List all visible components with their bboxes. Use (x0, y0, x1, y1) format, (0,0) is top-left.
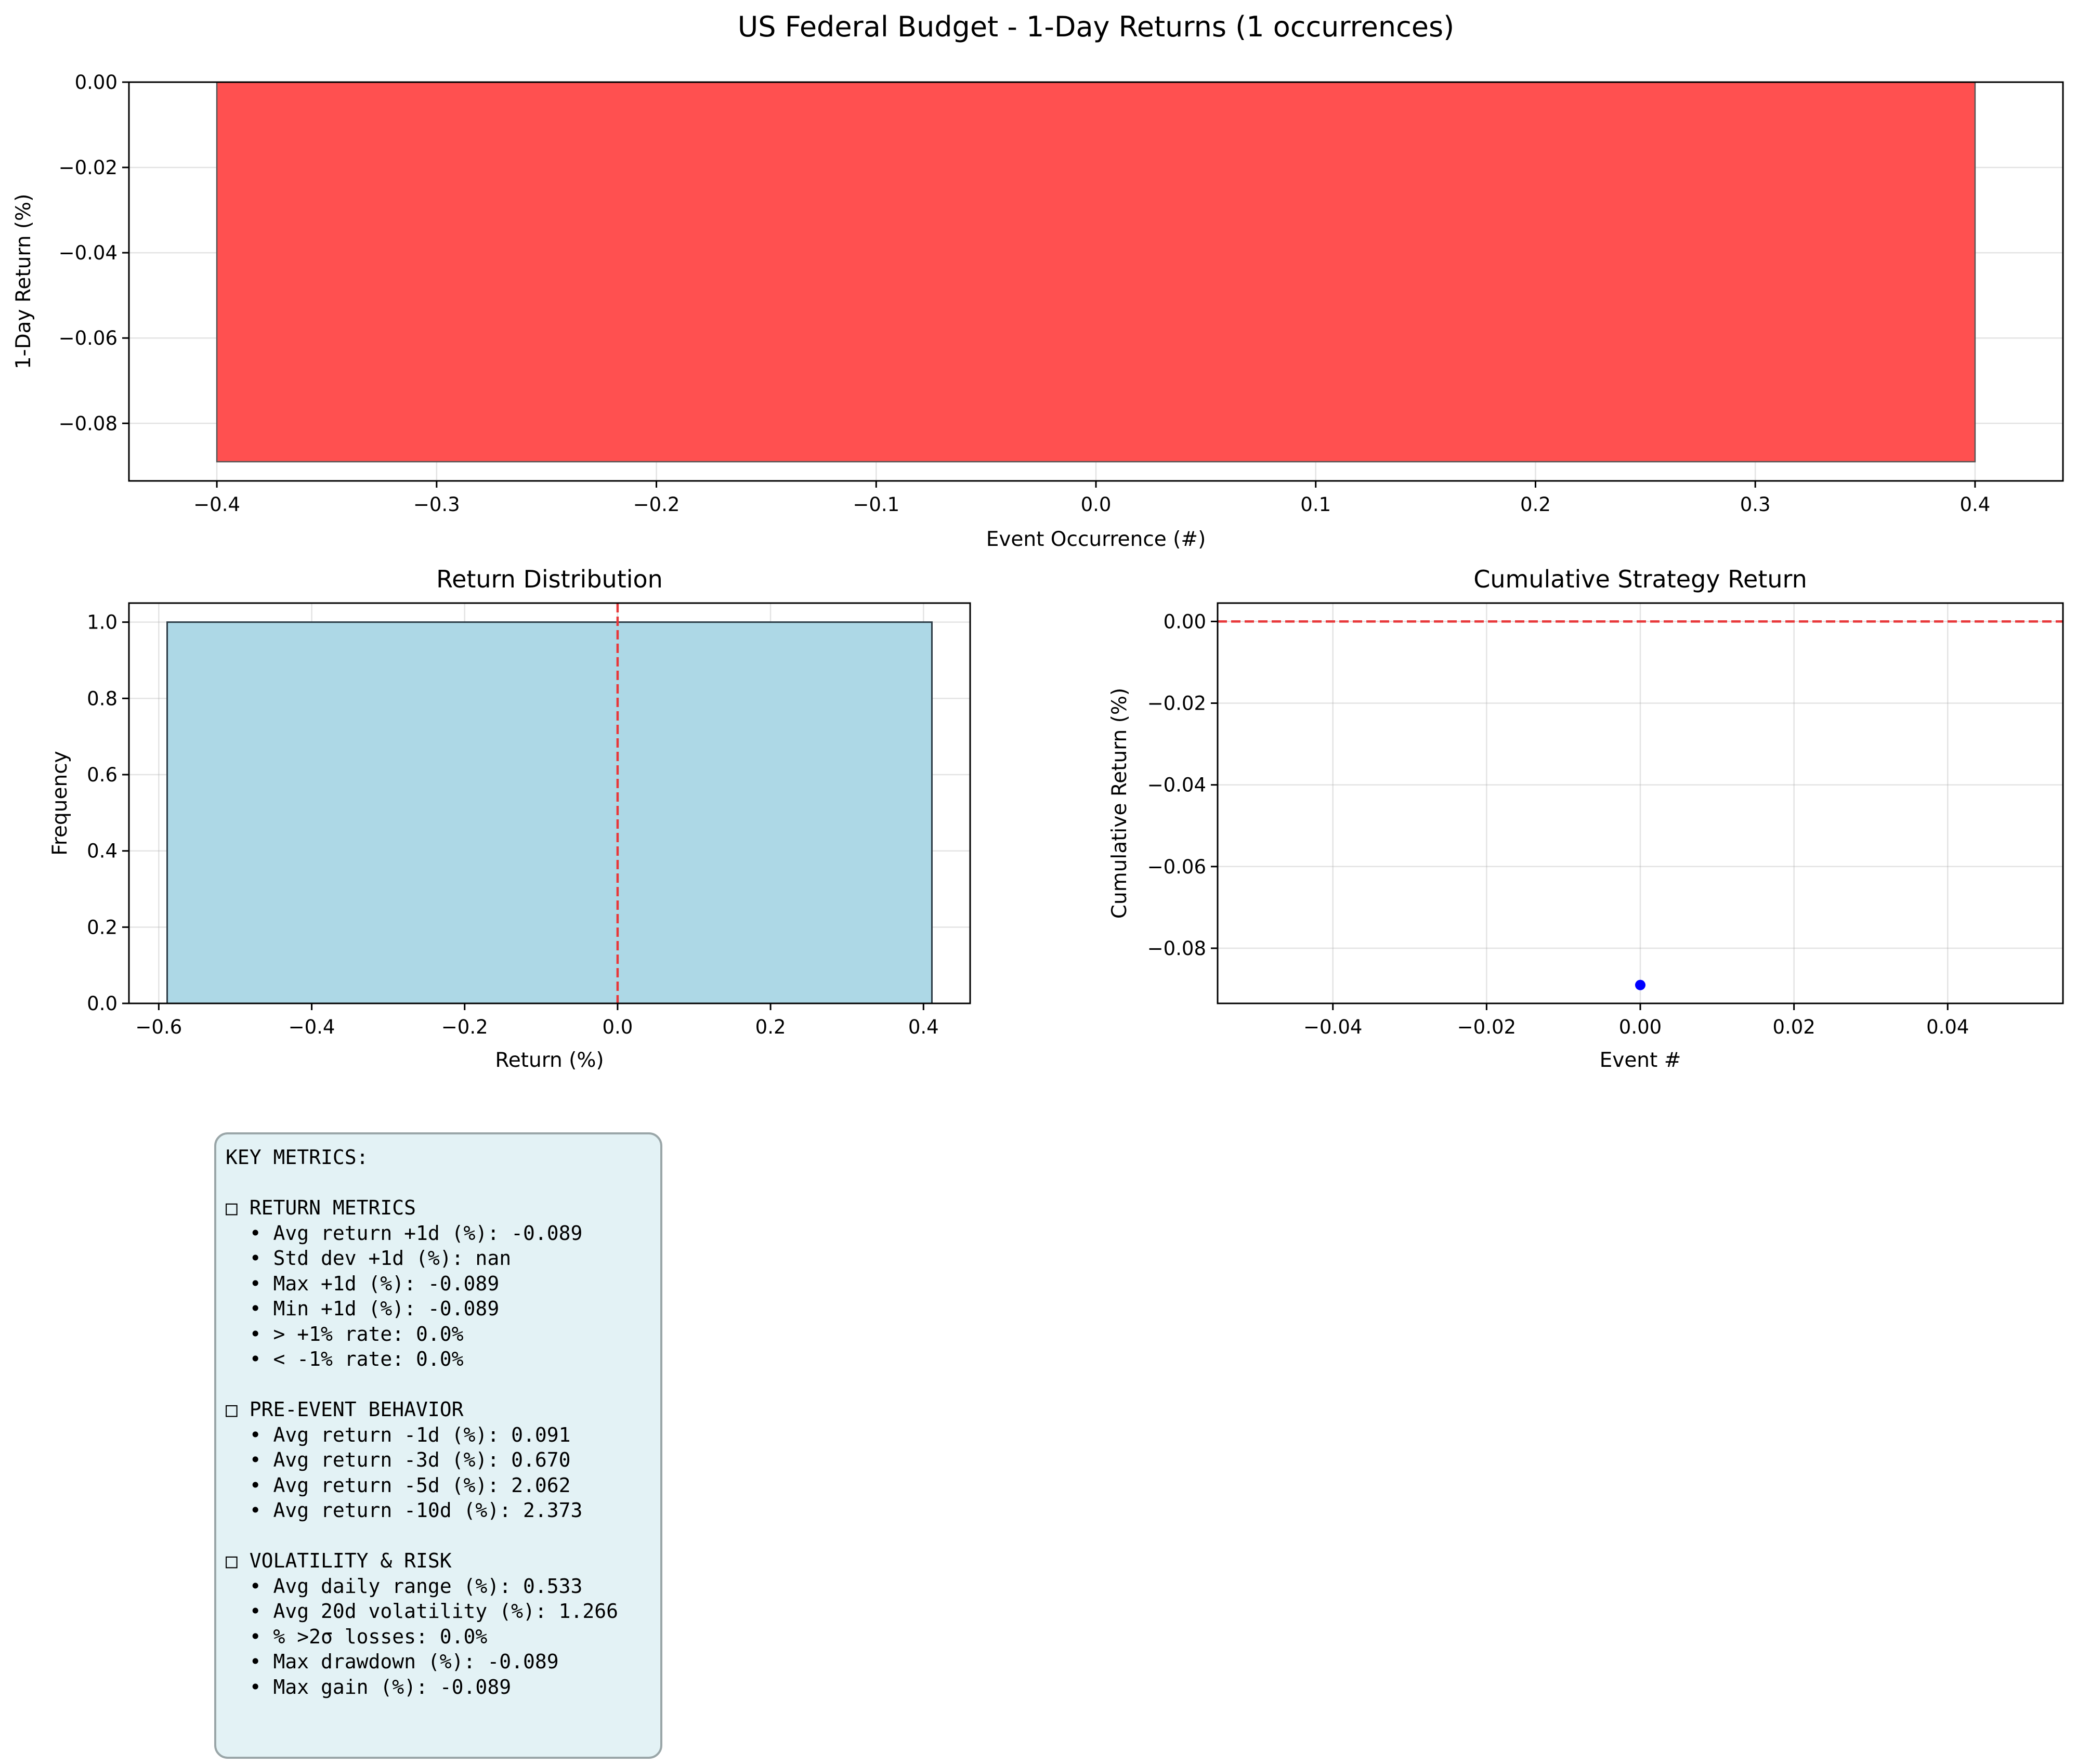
metrics-line: □ VOLATILITY & RISK (226, 1549, 452, 1572)
metrics-line: • Avg return +1d (%): -0.089 (226, 1221, 583, 1245)
chart1-y-tick-label: −0.06 (59, 327, 117, 349)
chart1-y-axis-label: 1-Day Return (%) (12, 194, 35, 370)
chart1-x-tick-label: 0.2 (1520, 493, 1551, 516)
chart1-y-tick-label: −0.08 (59, 412, 117, 435)
chart1-x-tick-label: −0.3 (413, 493, 460, 516)
chart3-y-tick-label: 0.00 (1164, 610, 1206, 633)
metrics-line: • Avg daily range (%): 0.533 (226, 1574, 583, 1598)
chart3-x-axis-label: Event # (1600, 1049, 1681, 1072)
chart1-y-tick-label: 0.00 (75, 71, 117, 94)
chart3-x-tick-label: −0.02 (1457, 1016, 1516, 1038)
chart3-y-tick-label: −0.04 (1147, 774, 1206, 796)
chart2-y-tick-label: 0.2 (87, 916, 117, 938)
metrics-blank-line (226, 1523, 660, 1549)
metrics-line: • < -1% rate: 0.0% (226, 1348, 464, 1370)
metrics-line: □ RETURN METRICS (226, 1196, 416, 1219)
chart3-y-axis-label: Cumulative Return (%) (1108, 688, 1131, 919)
chart2-y-tick-label: 0.0 (87, 992, 117, 1015)
chart2-y-tick-label: 1.0 (87, 611, 117, 634)
chart2-axes-frame (128, 602, 971, 1004)
chart2-x-tick-label: −0.4 (289, 1016, 335, 1038)
metrics-blank-line (226, 1372, 660, 1397)
chart1-x-tick-label: −0.1 (853, 493, 899, 516)
chart3-x-tick-label: 0.04 (1926, 1016, 1969, 1038)
chart2-y-tick-label: 0.8 (87, 687, 117, 710)
metrics-line: • Avg return -10d (%): 2.373 (226, 1499, 583, 1522)
chart2-x-tick-label: 0.4 (908, 1016, 939, 1038)
chart2-y-tick-label: 0.4 (87, 840, 117, 863)
metrics-line: KEY METRICS: (226, 1146, 369, 1169)
chart3-x-tick-label: 0.00 (1619, 1016, 1662, 1038)
metrics-line: • Avg return -5d (%): 2.062 (226, 1473, 571, 1497)
chart1-x-tick-label: 0.0 (1081, 493, 1112, 516)
chart1-x-tick-label: 0.1 (1300, 493, 1331, 516)
metrics-line: • Min +1d (%): -0.089 (226, 1297, 500, 1320)
chart1-y-tick-label: −0.04 (59, 242, 117, 264)
histogram-bar (166, 621, 933, 1004)
chart3-x-tick-label: 0.02 (1772, 1016, 1815, 1038)
chart2-x-tick-label: −0.6 (135, 1016, 182, 1038)
chart1-x-tick-label: 0.3 (1740, 493, 1771, 516)
chart1-x-tick-label: −0.2 (633, 493, 680, 516)
chart2-x-tick-label: 0.0 (602, 1016, 633, 1038)
chart2-y-axis-label: Frequency (48, 751, 72, 855)
metrics-line: • Avg return -1d (%): 0.091 (226, 1423, 571, 1446)
chart1-title: US Federal Budget - 1-Day Returns (1 occ… (738, 10, 1454, 43)
chart2-title: Return Distribution (436, 565, 663, 593)
chart3-y-tick-label: −0.06 (1147, 856, 1206, 878)
chart3-y-tick-label: −0.02 (1147, 692, 1206, 715)
chart1-y-tick-label: −0.02 (59, 156, 117, 179)
chart2-x-tick-label: 0.2 (755, 1016, 786, 1038)
chart3-x-tick-label: −0.04 (1303, 1016, 1362, 1038)
chart2-y-tick-label: 0.6 (87, 764, 117, 786)
metrics-line: • % >2σ losses: 0.0% (226, 1625, 488, 1648)
metrics-line: • Max +1d (%): -0.089 (226, 1272, 500, 1295)
chart3-title: Cumulative Strategy Return (1473, 565, 1807, 593)
chart1-x-tick-label: −0.4 (193, 493, 240, 516)
chart2-x-tick-label: −0.2 (441, 1016, 488, 1038)
metrics-line: □ PRE-EVENT BEHAVIOR (226, 1398, 464, 1421)
chart3-y-tick-label: −0.08 (1147, 937, 1206, 960)
chart2-x-axis-label: Return (%) (495, 1049, 604, 1072)
chart1-x-axis-label: Event Occurrence (#) (986, 528, 1206, 551)
key-metrics-panel: KEY METRICS: □ RETURN METRICS • Avg retur… (214, 1132, 662, 1759)
metrics-line: • > +1% rate: 0.0% (226, 1322, 464, 1345)
return-bar (216, 81, 1976, 463)
metrics-blank-line (226, 1170, 660, 1196)
metrics-line: • Avg return -3d (%): 0.670 (226, 1448, 571, 1471)
cumulative-point (1635, 979, 1645, 990)
metrics-line: • Max gain (%): -0.089 (226, 1675, 512, 1698)
metrics-line: • Std dev +1d (%): nan (226, 1247, 512, 1270)
metrics-line: • Max drawdown (%): -0.089 (226, 1650, 559, 1673)
chart1-x-tick-label: 0.4 (1960, 493, 1990, 516)
metrics-line: • Avg 20d volatility (%): 1.266 (226, 1600, 618, 1623)
